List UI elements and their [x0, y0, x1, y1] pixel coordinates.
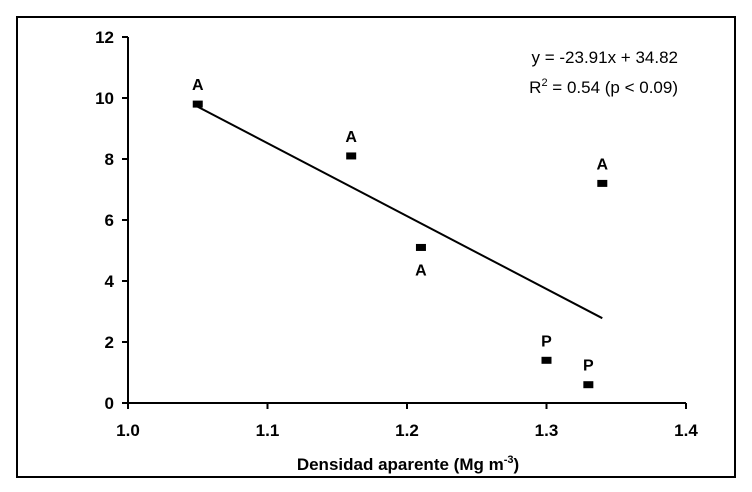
equation-annotation: y = -23.91x + 34.82 [532, 48, 679, 67]
data-point [192, 100, 203, 108]
y-tick-label: 12 [95, 28, 114, 47]
point-label: P [583, 358, 594, 375]
data-point [415, 243, 426, 251]
point-label: A [415, 262, 427, 279]
x-tick-label: 1.4 [674, 421, 698, 440]
x-tick-label: 1.2 [395, 421, 419, 440]
r2-prefix: R [529, 78, 541, 97]
r2-annotation: R2 = 0.54 (p < 0.09) [529, 77, 678, 97]
x-tick-label: 1.1 [256, 421, 280, 440]
x-axis-label-superscript: -3 [504, 454, 514, 466]
points-group [192, 100, 608, 389]
data-point [541, 356, 552, 364]
data-point [597, 179, 608, 187]
x-axis-label: Densidad aparente (Mg m-3) [297, 454, 519, 474]
x-axis-label-close: ) [513, 455, 519, 474]
y-tick-label: 10 [95, 89, 114, 108]
data-point [346, 152, 357, 160]
outer-frame [16, 16, 736, 478]
r2-rest: = 0.54 (p < 0.09) [548, 78, 678, 97]
trendline [197, 105, 603, 320]
point-label: P [541, 333, 552, 350]
x-axis-label-main: Densidad aparente (Mg m [297, 455, 504, 474]
point-label: A [597, 156, 609, 173]
y-tick-label: 4 [105, 272, 115, 291]
data-point [583, 381, 594, 389]
trendline-group [197, 105, 603, 320]
y-tick-label: 0 [105, 394, 114, 413]
r2-superscript: 2 [541, 77, 547, 89]
x-tick-label: 1.3 [535, 421, 559, 440]
y-tick-label: 2 [105, 333, 114, 352]
point-labels-group: A A A A P P [192, 77, 609, 375]
point-label: A [192, 77, 204, 94]
y-tick-label: 8 [105, 150, 114, 169]
x-tick-label: 1.0 [116, 421, 140, 440]
ticks: 0 2 4 6 8 10 12 1.0 1.1 1.2 1.3 1.4 [95, 28, 698, 440]
y-tick-label: 6 [105, 211, 114, 230]
point-label: A [345, 129, 357, 146]
